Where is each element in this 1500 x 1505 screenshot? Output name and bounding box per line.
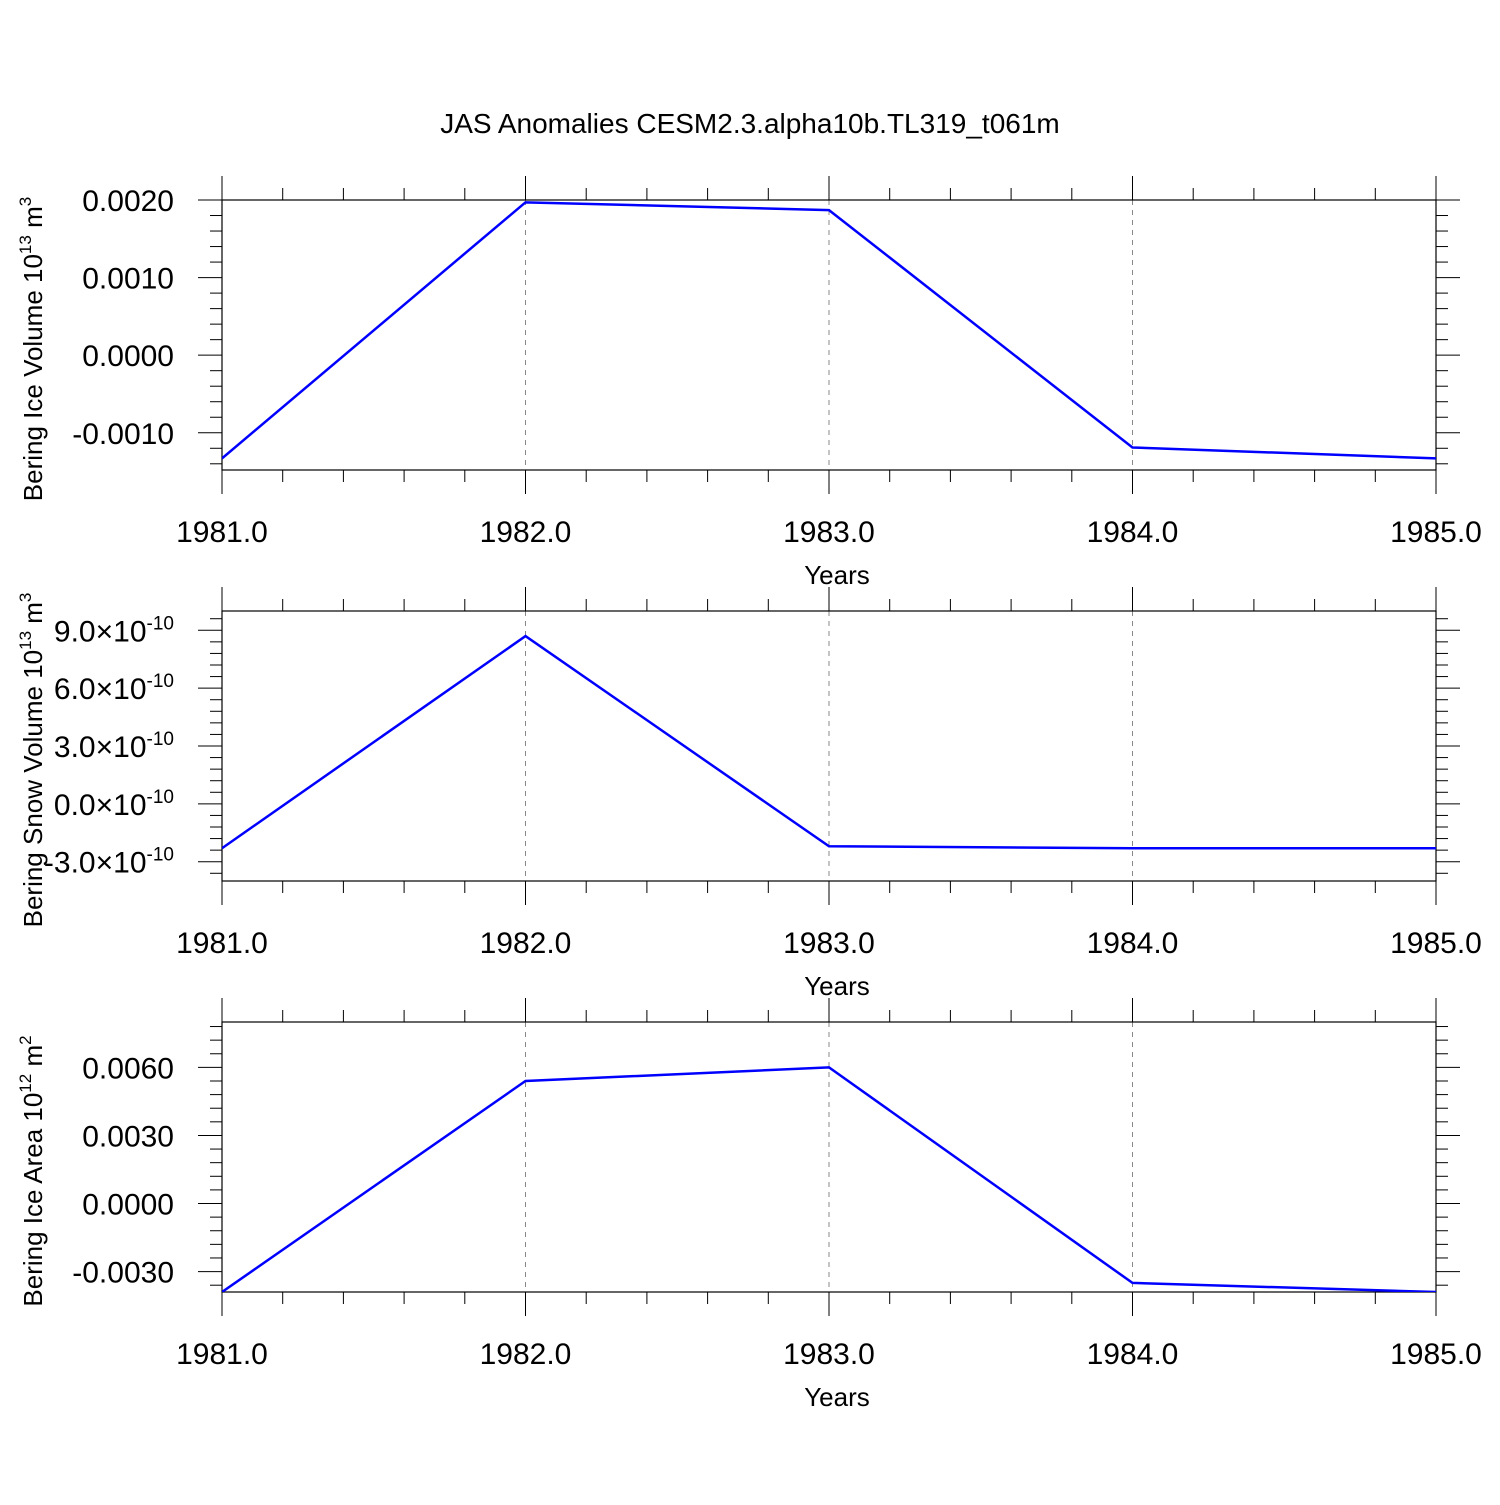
y-tick-label: 0.0000 <box>82 340 174 373</box>
x-tick-label: 1983.0 <box>783 927 875 960</box>
x-tick-label: 1982.0 <box>480 927 572 960</box>
x-axis-label: Years <box>804 971 870 1001</box>
y-tick-label: 0.0×10-10 <box>54 787 174 822</box>
y-tick-label: 0.0000 <box>82 1189 174 1222</box>
x-axis-label: Years <box>804 560 870 590</box>
y-tick-label: 0.0010 <box>82 263 174 296</box>
x-tick-label: 1983.0 <box>783 1338 875 1371</box>
panel-2: 1981.0 1982.0 1983.0 1984.0 1985.0 9.0×10-10 6… <box>16 587 1482 1001</box>
x-tick-label: 1982.0 <box>480 516 572 549</box>
x-tick-label: 1985.0 <box>1390 1338 1482 1371</box>
panel-1: 1981.0 1982.0 1983.0 1984.0 1985.0 0.0020 0.00… <box>16 176 1482 590</box>
x-tick-label: 1981.0 <box>176 927 268 960</box>
x-tick-label: 1982.0 <box>480 1338 572 1371</box>
x-tick-label: 1985.0 <box>1390 927 1482 960</box>
panel-3: 1981.0 1982.0 1983.0 1984.0 1985.0 0.0060 0.00… <box>16 998 1482 1412</box>
y-tick-label: 9.0×10-10 <box>54 613 174 648</box>
x-tick-label: 1984.0 <box>1087 1338 1179 1371</box>
x-tick-label: 1984.0 <box>1087 927 1179 960</box>
x-tick-label: 1981.0 <box>176 516 268 549</box>
x-axis-label: Years <box>804 1382 870 1412</box>
y-tick-label: 6.0×10-10 <box>54 671 174 706</box>
y-tick-label: -3.0×10-10 <box>44 845 174 880</box>
x-tick-label: 1984.0 <box>1087 516 1179 549</box>
y-tick-label: 3.0×10-10 <box>54 729 174 764</box>
y-axis-label: Bering Ice Volume 1013 m3 <box>16 197 48 501</box>
y-tick-label: 0.0020 <box>82 185 174 218</box>
y-tick-label: 0.0030 <box>82 1120 174 1153</box>
x-tick-label: 1981.0 <box>176 1338 268 1371</box>
series-line <box>222 1067 1436 1292</box>
y-tick-label: -0.0010 <box>72 418 174 451</box>
y-tick-label: 0.0060 <box>82 1052 174 1085</box>
y-axis-label: Bering Ice Area 1012 m2 <box>16 1035 48 1306</box>
x-tick-label: 1983.0 <box>783 516 875 549</box>
y-tick-label: -0.0030 <box>72 1257 174 1290</box>
y-axis-label: Bering Snow Volume 1013 m3 <box>16 593 48 928</box>
figure-title: JAS Anomalies CESM2.3.alpha10b.TL319_t06… <box>0 108 1500 140</box>
x-tick-label: 1985.0 <box>1390 516 1482 549</box>
